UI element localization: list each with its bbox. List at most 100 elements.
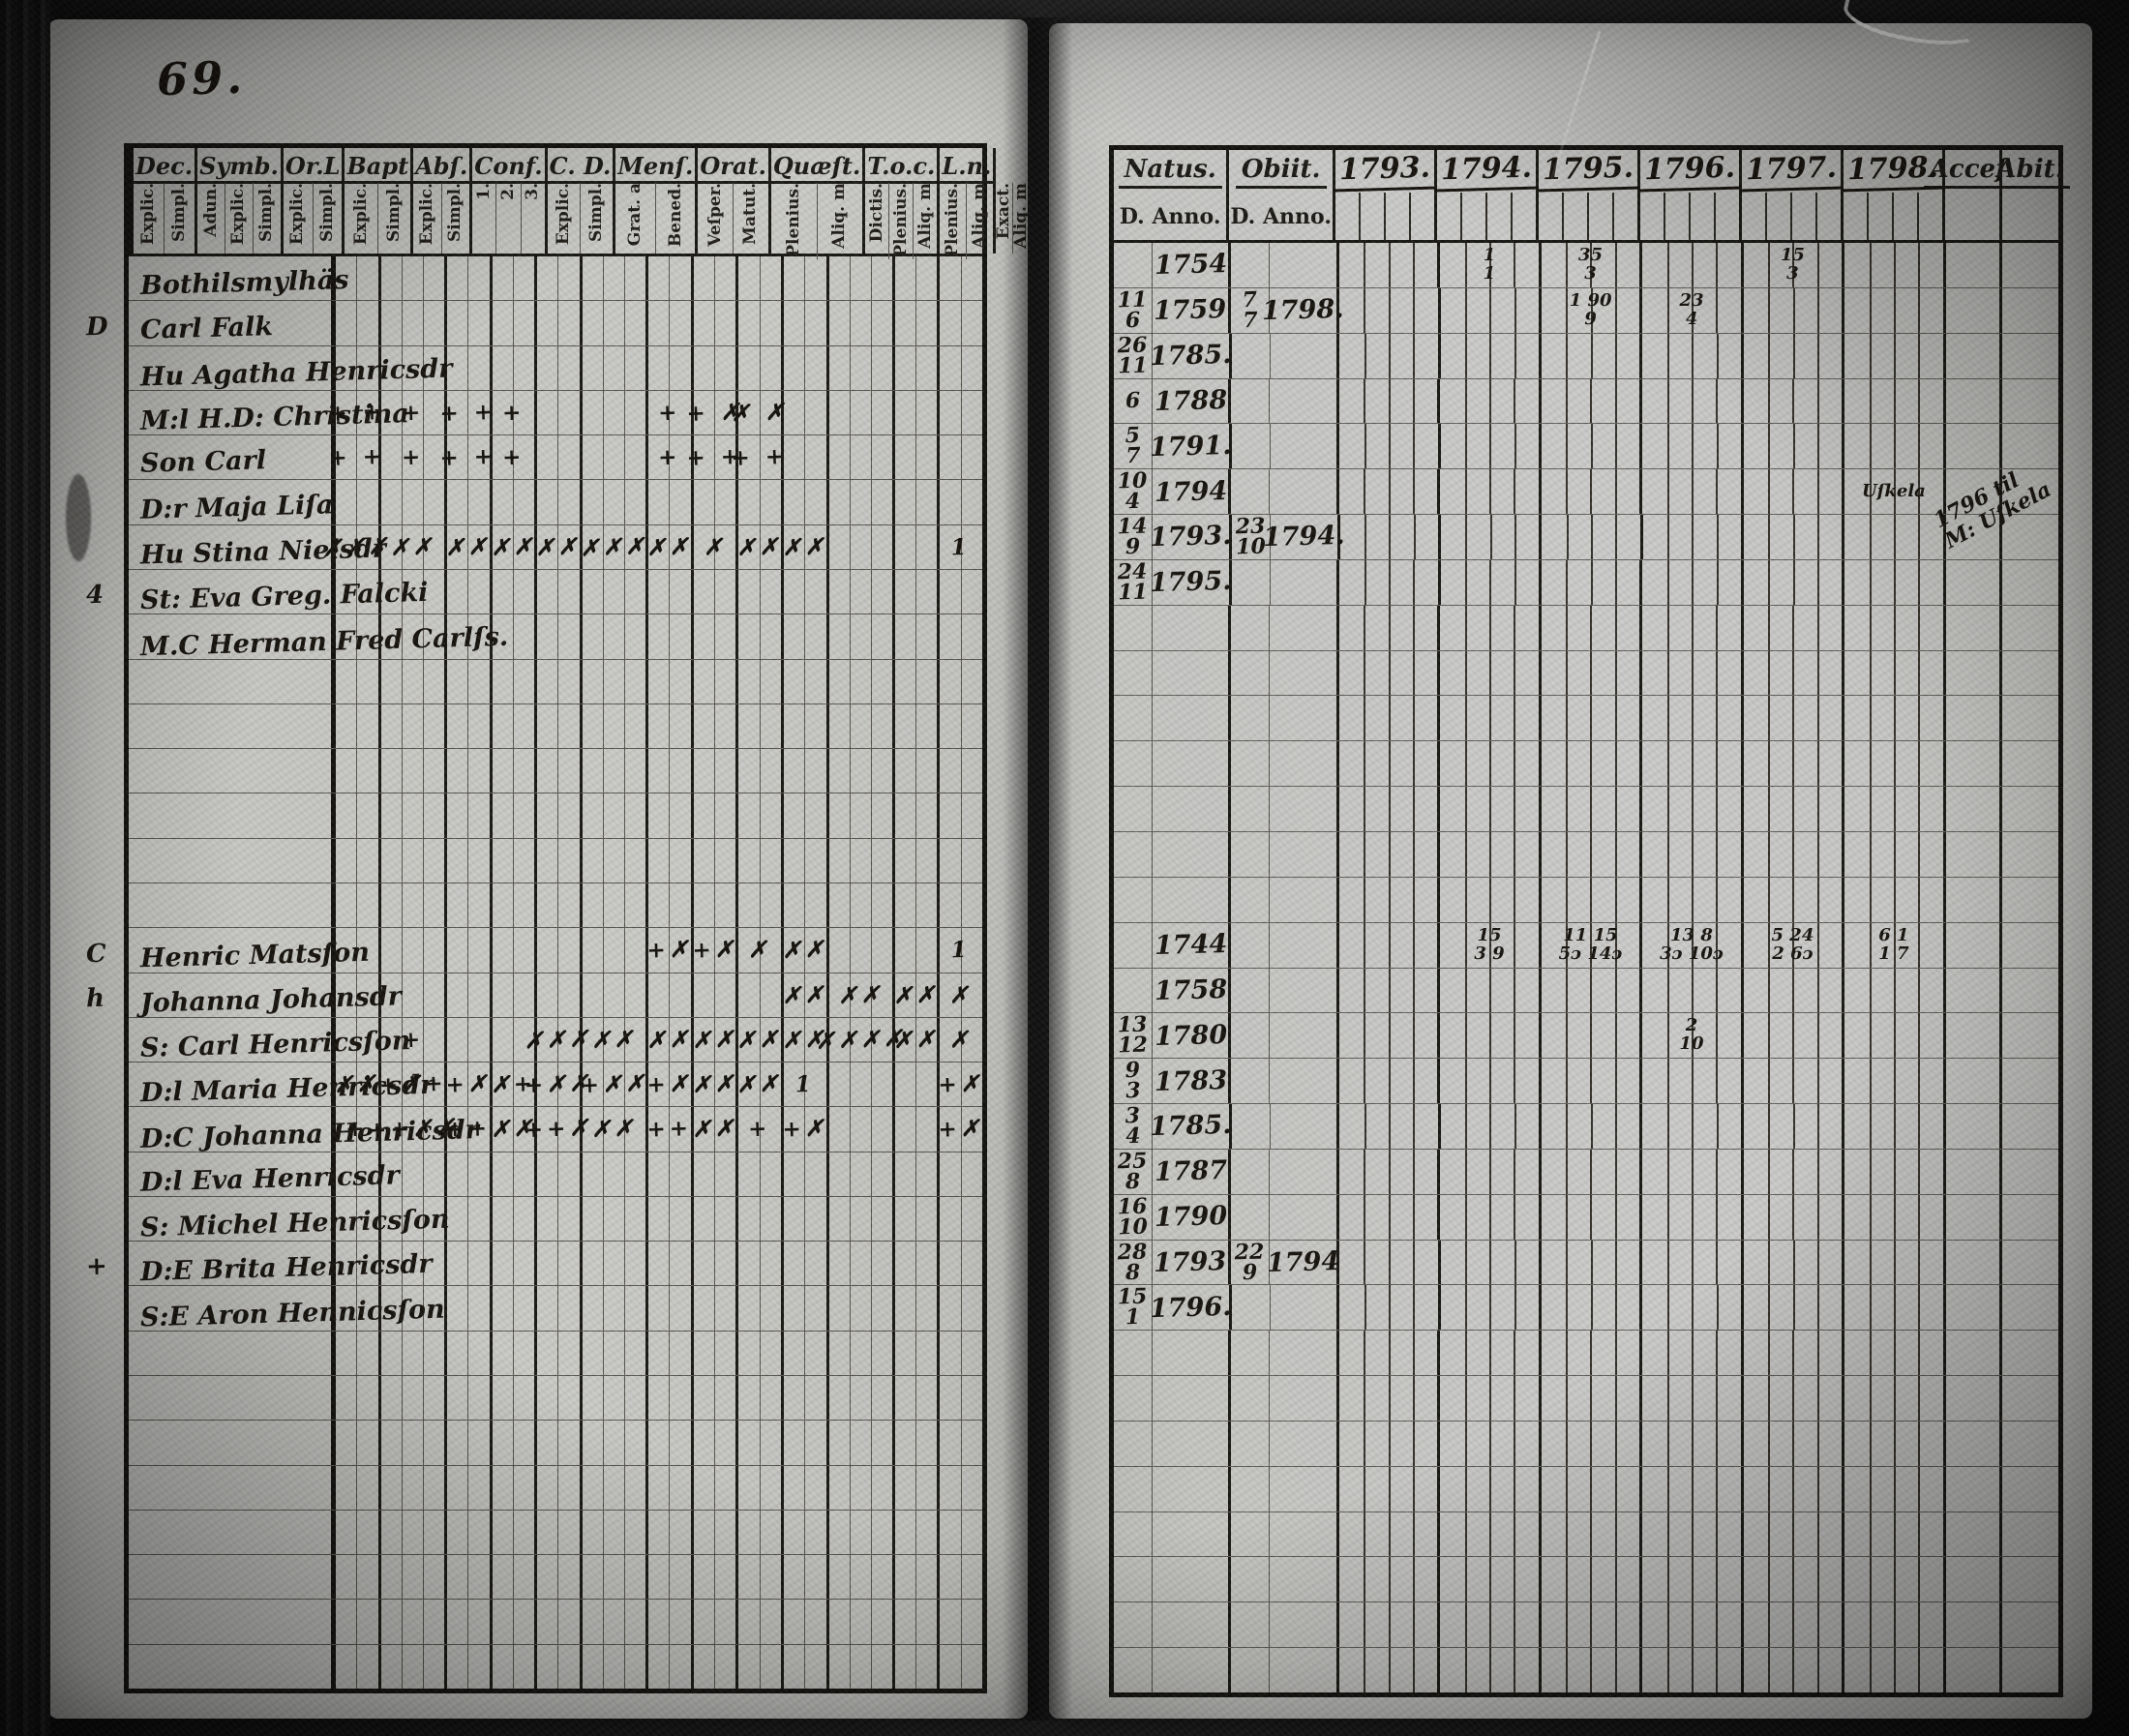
abiit-cell	[2002, 923, 2058, 968]
year-cell-1798	[1844, 1059, 1946, 1104]
mark-cells: + ++✗✗ ++ ✗✗ ++✗ ✗✗ ++ ✗✗ + +✗ +✗	[336, 1107, 984, 1152]
year-cell-1798	[1844, 1331, 1946, 1376]
examination-marks: + +	[439, 398, 497, 427]
obiit-day-cell	[1231, 696, 1271, 741]
grid-cell	[493, 1242, 513, 1285]
mark-group-cell	[694, 838, 739, 883]
year-subline	[1893, 333, 1896, 378]
grid-cell	[447, 1555, 467, 1599]
year-subline	[1918, 1648, 1921, 1692]
examination-marks: +	[401, 399, 425, 427]
year-subline	[1768, 1466, 1771, 1512]
year-subline	[1918, 378, 1921, 424]
abiit-cell	[2002, 1422, 2058, 1466]
grid-cell	[512, 1152, 534, 1196]
date-entry: 14 9	[1117, 513, 1148, 560]
mark-group-cell	[829, 1555, 895, 1600]
grid-cell	[467, 569, 489, 614]
mark-group-cell	[694, 614, 739, 659]
abiit-cell	[2002, 1467, 2058, 1512]
table-row: 11 6 1759 7 7 1798. 1 90 9 23 4	[1114, 286, 2058, 334]
grid-cell	[895, 1466, 915, 1510]
grid-cell	[336, 793, 356, 837]
grid-cell	[870, 435, 892, 480]
year-subline	[1768, 922, 1771, 968]
mark-group-cell	[738, 569, 784, 614]
year-subline	[1364, 333, 1366, 378]
column-group-label	[996, 148, 1030, 183]
mark-group-cell: +	[493, 390, 538, 435]
mark-group-cell	[381, 1510, 447, 1555]
grid-cell	[895, 1063, 915, 1106]
table-row: S: Michel Henricsſon	[129, 1196, 982, 1243]
grid-cell	[784, 839, 804, 883]
column-subheaders: Explic. Simpl.	[413, 183, 469, 254]
examination-marks: +✗✗	[580, 1069, 648, 1099]
year-subline	[1869, 1331, 1872, 1376]
mark-group-cell	[940, 1152, 982, 1196]
year-cell-1798	[1844, 1512, 1946, 1557]
grid-cell	[940, 391, 960, 434]
year-subline	[1364, 696, 1366, 741]
mark-group-cell	[829, 301, 895, 345]
grid-cell	[467, 749, 489, 793]
mark-group-cell	[940, 793, 982, 838]
mark-group-cell	[738, 1644, 784, 1689]
year-subline	[1692, 333, 1694, 378]
grid-cell	[381, 1466, 402, 1510]
grid-cell	[537, 793, 557, 837]
year-cell-1794	[1440, 741, 1542, 787]
table-row	[129, 883, 982, 929]
tally-entry: 1 90 9	[1569, 289, 1612, 329]
mark-group-cell	[694, 1600, 739, 1644]
year-subline	[1918, 605, 1921, 650]
year-column-1797-label: 1797.	[1739, 149, 1844, 195]
natus-year-cell: 1796.	[1150, 1285, 1232, 1331]
mark-group-cell	[447, 569, 493, 614]
grid-cell	[381, 480, 402, 524]
mark-cells: +✗ +✗ ✗ ✗✗ 1	[336, 928, 982, 973]
mark-group-cell	[336, 703, 381, 749]
grid-cell	[512, 301, 534, 345]
mark-group-cell	[784, 883, 829, 928]
grid-cell	[401, 1600, 423, 1644]
year-cell-1797	[1744, 650, 1845, 696]
year-subline	[1691, 650, 1694, 696]
natus-year-cell: 1785.	[1150, 1104, 1232, 1149]
name-cell: S:E Aron Hennicsſon	[129, 1286, 445, 1332]
abiit-cell	[2002, 1376, 2058, 1421]
natus-day-cell	[1114, 1466, 1153, 1512]
grid-cell	[493, 1511, 513, 1554]
year-subline	[1691, 696, 1694, 741]
grid-cell	[960, 1421, 982, 1465]
year-subline	[1590, 469, 1593, 515]
grid-cell	[759, 1196, 781, 1242]
grid-cell	[784, 301, 804, 344]
year-cell-1798	[1844, 424, 1946, 469]
year-subline	[1489, 333, 1492, 378]
grid-cell	[759, 301, 781, 345]
grid-cell	[422, 1196, 444, 1242]
year-cell-1794	[1440, 1149, 1542, 1194]
column-subheaders: Exact. Aliq. m	[996, 183, 1030, 254]
year-subline	[1869, 1466, 1872, 1512]
year-subline	[1464, 1059, 1467, 1104]
mark-group-cell	[694, 1331, 739, 1376]
examination-marks: ++✗	[524, 1115, 593, 1144]
grid-cell	[915, 1555, 937, 1600]
grid-cell	[804, 928, 825, 973]
mark-group-cell	[447, 659, 493, 703]
year-subline	[1716, 1240, 1719, 1285]
examination-marks: ✗✗	[445, 533, 492, 561]
mark-group-cell	[694, 301, 739, 345]
natus-year-cell: 1783	[1153, 1059, 1232, 1104]
grid-cell	[648, 883, 669, 927]
year-subline	[1364, 1512, 1366, 1557]
grid-cell	[895, 883, 915, 927]
grid-cell	[870, 301, 892, 345]
subcolumn-header: 2.	[495, 183, 520, 254]
grid-cell	[895, 525, 915, 569]
year-cell-1798	[1844, 1466, 1946, 1512]
grid-cell	[870, 1017, 892, 1063]
obiit-year-cell	[1270, 650, 1339, 696]
